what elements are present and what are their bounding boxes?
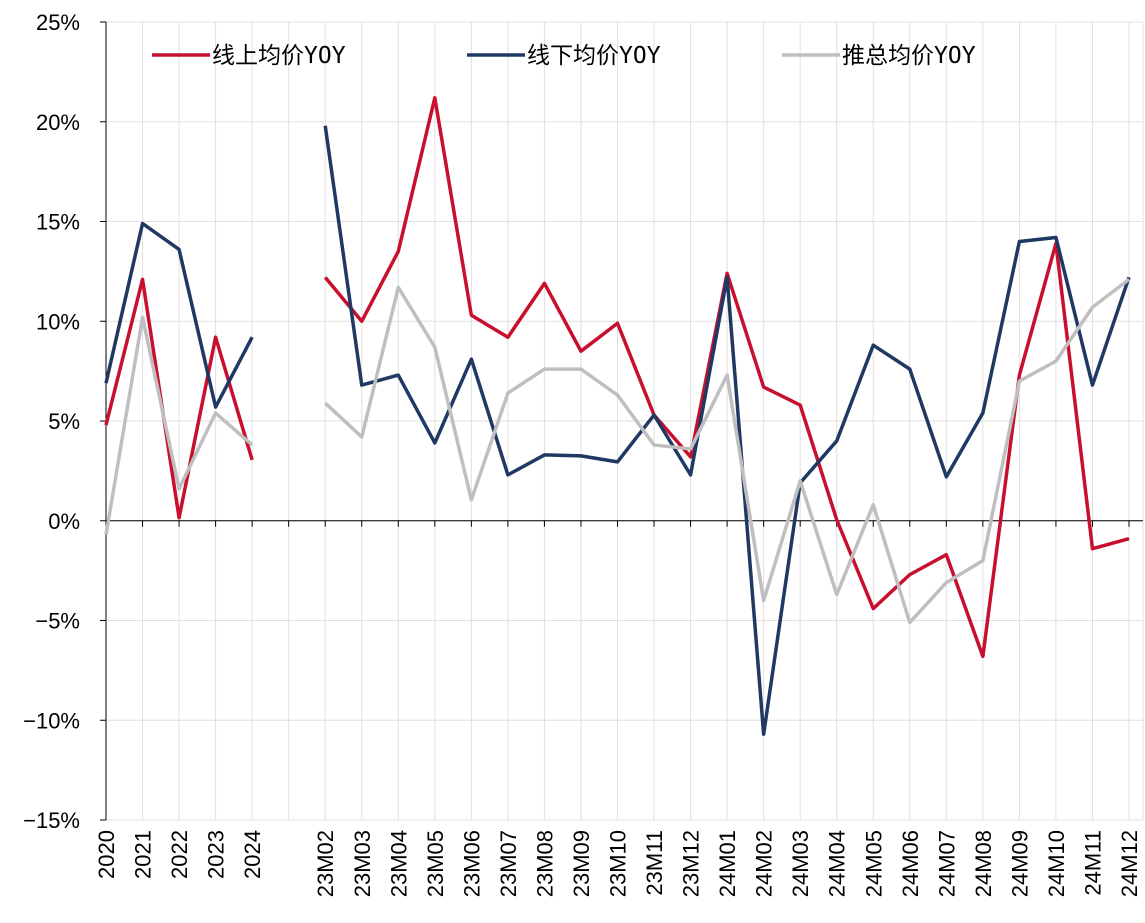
x-tick-label: 23M07 bbox=[496, 830, 521, 897]
x-tick-label: 23M02 bbox=[313, 830, 338, 897]
y-tick-label: −10% bbox=[23, 708, 80, 733]
y-tick-label: −5% bbox=[35, 609, 80, 634]
x-tick-label: 23M10 bbox=[606, 830, 631, 897]
x-tick-label: 24M10 bbox=[1044, 830, 1069, 897]
x-tick-label: 23M11 bbox=[642, 830, 667, 896]
y-tick-label: 20% bbox=[36, 110, 80, 135]
y-tick-label: 0% bbox=[48, 509, 80, 534]
y-tick-label: 10% bbox=[36, 309, 80, 334]
x-tick-label: 24M02 bbox=[752, 830, 777, 897]
x-tick-label: 23M12 bbox=[679, 830, 704, 897]
x-tick-label: 24M03 bbox=[788, 830, 813, 897]
x-tick-label: 24M11 bbox=[1080, 830, 1105, 896]
y-tick-label: 25% bbox=[36, 10, 80, 35]
legend-label: 线下均价YOY bbox=[527, 43, 661, 69]
x-tick-label: 24M05 bbox=[861, 830, 886, 897]
series-line bbox=[104, 125, 1131, 736]
x-tick-label: 24M04 bbox=[825, 830, 850, 897]
x-tick-label: 24M08 bbox=[971, 830, 996, 897]
x-tick-label: 23M04 bbox=[386, 830, 411, 897]
x-tick-label: 23M09 bbox=[569, 830, 594, 897]
x-tick-label: 24M12 bbox=[1117, 830, 1142, 897]
x-tick-label: 24M07 bbox=[934, 830, 959, 897]
x-tick-label: 23M03 bbox=[350, 830, 375, 897]
y-tick-label: 15% bbox=[36, 210, 80, 235]
x-tick-label: 24M09 bbox=[1007, 830, 1032, 897]
series-line bbox=[104, 96, 1130, 659]
x-tick-label: 23M08 bbox=[532, 830, 557, 897]
x-tick-label: 23M06 bbox=[459, 830, 484, 897]
legend-label: 线上均价YOY bbox=[212, 43, 346, 69]
x-tick-label: 2020 bbox=[94, 830, 119, 879]
y-tick-label: −15% bbox=[23, 808, 80, 833]
x-tick-label: 23M05 bbox=[423, 830, 448, 897]
x-tick-label: 2021 bbox=[131, 830, 156, 879]
x-tick-label: 2023 bbox=[204, 830, 229, 879]
legend-label: 推总均价YOY bbox=[842, 43, 976, 69]
x-tick-label: 24M01 bbox=[715, 830, 740, 897]
x-tick-label: 2022 bbox=[167, 830, 192, 879]
x-tick-label: 2024 bbox=[240, 830, 265, 879]
y-tick-label: 5% bbox=[48, 409, 80, 434]
series-line bbox=[104, 277, 1131, 625]
x-tick-label: 24M06 bbox=[898, 830, 923, 897]
